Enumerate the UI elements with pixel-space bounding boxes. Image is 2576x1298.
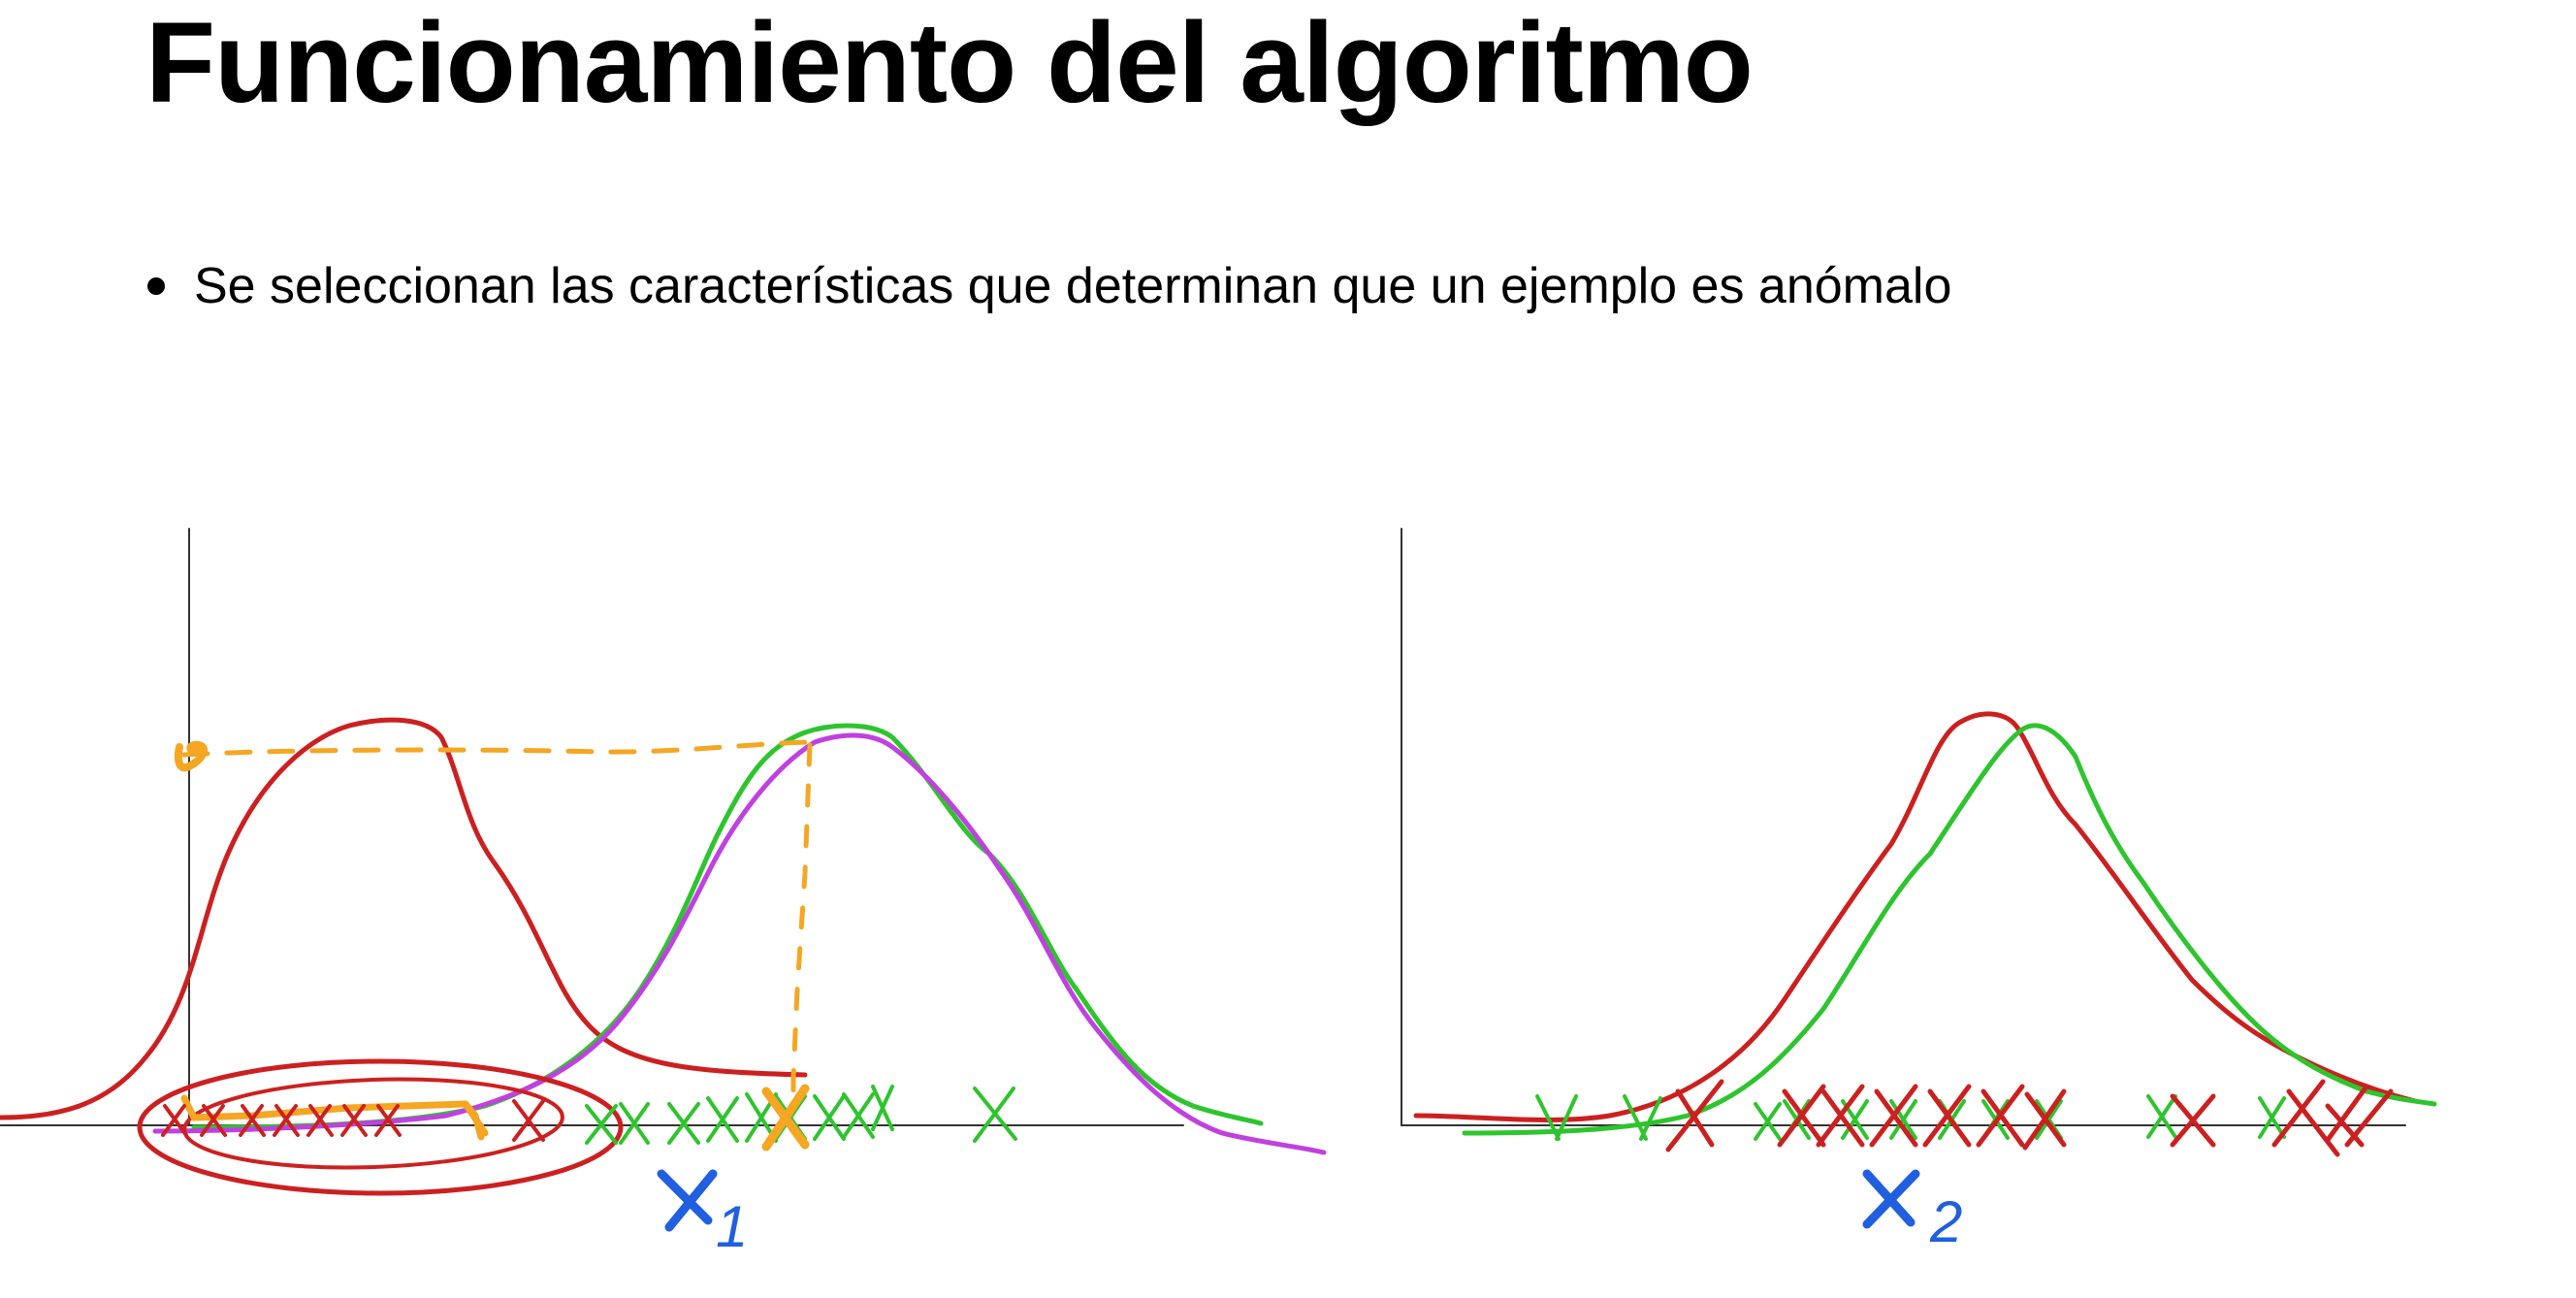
left-threshold-point [761,1084,810,1152]
right-feature-subscript: 2 [1929,1189,1962,1254]
right-panel: 2 [1401,528,2437,1254]
bullet-dot-icon [147,277,165,295]
slide-title: Funcionamiento del algoritmo [145,0,1754,127]
right-anomalous-curve [1413,711,2418,1122]
bullet-text: Se seleccionan las características que d… [194,258,1952,314]
left-anomaly-markers [161,1099,545,1142]
left-threshold-horizontal [181,739,813,758]
right-feature-x-glyph [1862,1169,1920,1229]
left-threshold-mark [174,740,209,772]
left-panel: 1 [0,528,1327,1259]
left-feature-subscript: 1 [716,1194,748,1259]
right-feature-label: 2 [1862,1169,1962,1254]
left-anomalous-curve [0,717,808,1120]
left-feature-label: 1 [657,1169,748,1259]
bullet-item: Se seleccionan las características que d… [145,247,1951,325]
left-threshold-vertical [790,742,813,1114]
right-anomaly-markers [1665,1079,2394,1157]
right-normal-markers [1535,1094,2286,1141]
left-feature-x-glyph [657,1169,718,1232]
bullet-list: Se seleccionan las características que d… [145,247,1951,325]
right-normal-curve [1462,723,2437,1136]
left-normal-curve [191,723,1264,1130]
left-fit-curve [152,732,1327,1155]
left-threshold-region [180,1094,489,1141]
left-anomaly-ellipse-outer [137,1058,624,1196]
